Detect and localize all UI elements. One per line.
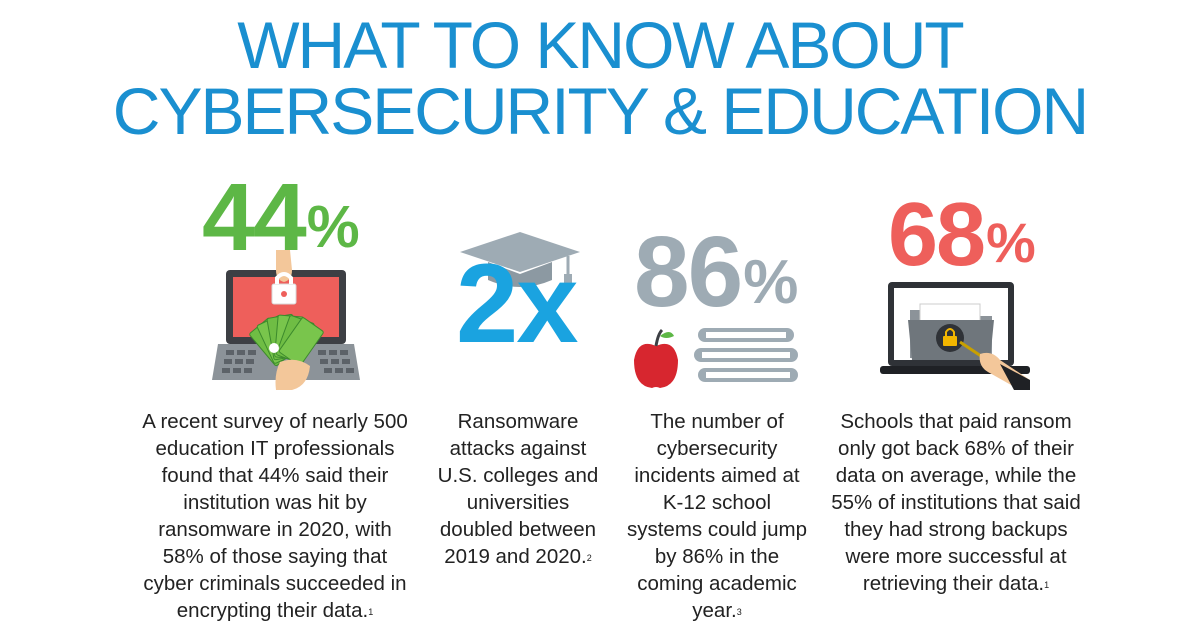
stat-suffix: % <box>743 247 798 317</box>
footnote-marker: 1 <box>368 607 374 617</box>
stat-68-percent: 68% <box>888 190 1036 280</box>
footnote-marker: 1 <box>1044 580 1050 590</box>
stat-44-description: A recent survey of nearly 500 education … <box>142 410 408 622</box>
laptop-locked-folder-icon <box>880 282 1030 390</box>
stat-86-percent: 86% <box>634 222 798 322</box>
footnote-marker: 2 <box>586 553 592 563</box>
page-title-line2: CYBERSECURITY & EDUCATION <box>112 74 1089 148</box>
stat-2x: 2x <box>456 248 579 360</box>
stat-value: 68 <box>888 185 986 285</box>
stat-68-description: Schools that paid ransom only got back 6… <box>831 410 1081 595</box>
apple-and-books-icon <box>634 328 798 388</box>
stat-value: 86 <box>634 216 743 328</box>
stat-suffix: % <box>306 193 360 261</box>
stat-value: 2x <box>456 241 579 366</box>
graduation-cap-icon <box>460 232 580 287</box>
page-title-line1: WHAT TO KNOW ABOUT <box>237 8 965 82</box>
stat-44-percent: 44% <box>202 170 360 266</box>
footnote-marker: 3 <box>736 607 742 617</box>
stat-2x-description: Ransomware attacks against U.S. colleges… <box>437 410 599 568</box>
stat-suffix: % <box>986 211 1036 275</box>
laptop-lock-cash-icon <box>212 250 360 390</box>
stat-86-description: The number of cybersecurity incidents ai… <box>626 410 807 622</box>
stat-value: 44 <box>202 164 307 271</box>
